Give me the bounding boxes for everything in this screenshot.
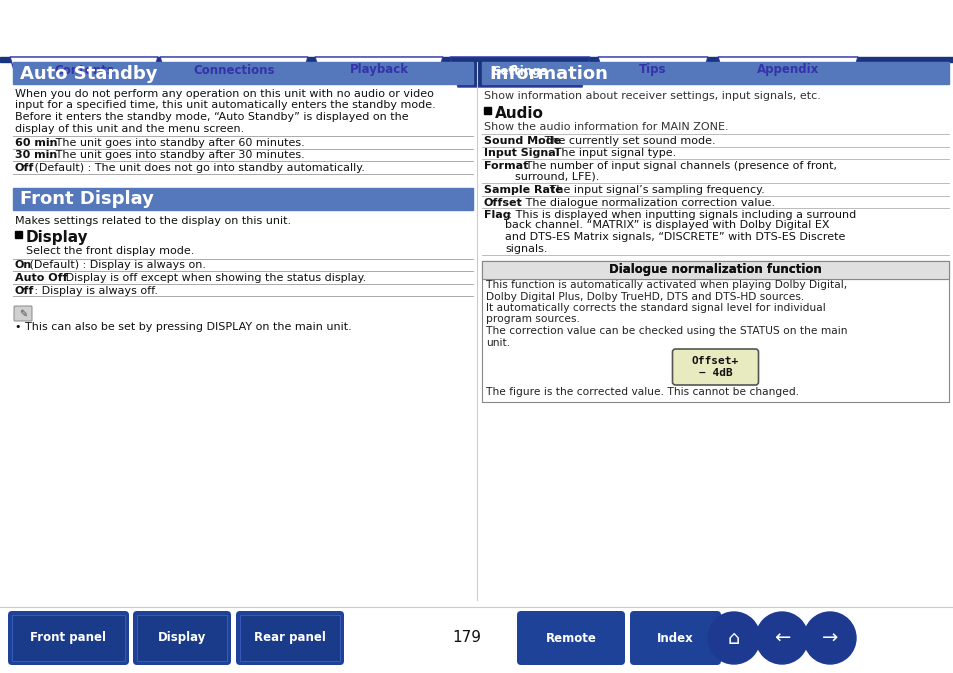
Bar bbox=[0, 62, 953, 607]
Polygon shape bbox=[450, 57, 589, 87]
Text: 179: 179 bbox=[452, 631, 481, 645]
Text: Offset: Offset bbox=[483, 197, 522, 207]
Polygon shape bbox=[10, 57, 158, 83]
Circle shape bbox=[803, 612, 855, 664]
FancyBboxPatch shape bbox=[14, 306, 32, 321]
Text: : The number of input signal channels (presence of front,: : The number of input signal channels (p… bbox=[515, 161, 836, 171]
Bar bbox=[15, 231, 22, 238]
Text: When you do not perform any operation on this unit with no audio or video: When you do not perform any operation on… bbox=[15, 89, 434, 99]
Text: 30 min: 30 min bbox=[15, 151, 57, 160]
Text: Before it enters the standby mode, “Auto Standby” is displayed on the: Before it enters the standby mode, “Auto… bbox=[15, 112, 408, 122]
Text: Contents: Contents bbox=[54, 63, 113, 77]
Circle shape bbox=[707, 612, 760, 664]
Polygon shape bbox=[160, 57, 308, 83]
FancyBboxPatch shape bbox=[629, 611, 720, 665]
Bar bbox=[13, 62, 473, 84]
FancyBboxPatch shape bbox=[8, 611, 129, 665]
Text: Format: Format bbox=[483, 161, 528, 171]
Bar bbox=[0, 607, 953, 673]
Text: Flag: Flag bbox=[483, 210, 510, 220]
Text: Connections: Connections bbox=[193, 63, 274, 77]
Text: Sample Rate: Sample Rate bbox=[483, 185, 562, 195]
Text: This function is automatically activated when playing Dolby Digital,: This function is automatically activated… bbox=[485, 280, 846, 290]
Text: Dolby Digital Plus, Dolby TrueHD, DTS and DTS-HD sources.: Dolby Digital Plus, Dolby TrueHD, DTS an… bbox=[485, 291, 803, 302]
Text: Index: Index bbox=[657, 631, 693, 645]
Text: Settings: Settings bbox=[492, 65, 547, 79]
Text: signals.: signals. bbox=[505, 244, 547, 254]
FancyBboxPatch shape bbox=[132, 611, 231, 665]
Bar bbox=[240, 615, 339, 661]
Text: Audio: Audio bbox=[495, 106, 543, 120]
Text: Show the audio information for MAIN ZONE.: Show the audio information for MAIN ZONE… bbox=[483, 122, 728, 133]
Text: ✎: ✎ bbox=[19, 308, 27, 318]
Bar bbox=[137, 615, 227, 661]
Text: The figure is the corrected value. This cannot be changed.: The figure is the corrected value. This … bbox=[485, 387, 799, 397]
Text: back channel. “MATRIX” is displayed with Dolby Digital EX: back channel. “MATRIX” is displayed with… bbox=[505, 221, 829, 230]
Polygon shape bbox=[598, 57, 707, 83]
Text: Information: Information bbox=[489, 65, 607, 83]
Text: : The input signal’s sampling frequency.: : The input signal’s sampling frequency. bbox=[538, 185, 764, 195]
Text: Appendix: Appendix bbox=[756, 63, 819, 77]
Text: Offset+
− 4dB: Offset+ − 4dB bbox=[691, 356, 739, 378]
Text: (Default) : Display is always on.: (Default) : Display is always on. bbox=[27, 260, 206, 271]
Bar bbox=[12, 615, 125, 661]
Text: Display: Display bbox=[26, 230, 89, 245]
Text: Off: Off bbox=[15, 163, 34, 173]
Text: Front Display: Front Display bbox=[20, 190, 153, 209]
Text: (Default) : The unit does not go into standby automatically.: (Default) : The unit does not go into st… bbox=[31, 163, 365, 173]
Text: and DTS-ES Matrix signals, “DISCRETE” with DTS-ES Discrete: and DTS-ES Matrix signals, “DISCRETE” wi… bbox=[505, 232, 845, 242]
Text: : The unit goes into standby after 60 minutes.: : The unit goes into standby after 60 mi… bbox=[46, 138, 305, 148]
Bar bbox=[481, 261, 948, 279]
Text: Dialogue normalization function: Dialogue normalization function bbox=[608, 264, 821, 277]
Circle shape bbox=[755, 612, 807, 664]
Text: Show information about receiver settings, input signals, etc.: Show information about receiver settings… bbox=[483, 91, 820, 101]
FancyBboxPatch shape bbox=[672, 349, 758, 385]
Text: display of this unit and the menu screen.: display of this unit and the menu screen… bbox=[15, 124, 244, 133]
Text: : The input signal type.: : The input signal type. bbox=[543, 149, 676, 159]
Text: Rear panel: Rear panel bbox=[253, 631, 326, 645]
Bar bbox=[13, 188, 473, 209]
Text: : Display is off except when showing the status display.: : Display is off except when showing the… bbox=[55, 273, 366, 283]
Text: →: → bbox=[821, 629, 838, 647]
Text: : The unit goes into standby after 30 minutes.: : The unit goes into standby after 30 mi… bbox=[46, 151, 305, 160]
Text: Input Signal: Input Signal bbox=[483, 149, 558, 159]
Text: It automatically corrects the standard signal level for individual: It automatically corrects the standard s… bbox=[485, 303, 825, 313]
Bar bbox=[0, 57, 953, 62]
Text: ⌂: ⌂ bbox=[727, 629, 740, 647]
Text: On: On bbox=[15, 260, 32, 271]
Bar bbox=[481, 261, 948, 279]
Text: : This is displayed when inputting signals including a surround: : This is displayed when inputting signa… bbox=[505, 210, 856, 220]
Text: Select the front display mode.: Select the front display mode. bbox=[26, 246, 194, 256]
Text: The correction value can be checked using the STATUS on the main: The correction value can be checked usin… bbox=[485, 326, 846, 336]
Bar bbox=[0, 0, 953, 62]
Text: Remote: Remote bbox=[545, 631, 596, 645]
Text: • This can also be set by pressing DISPLAY on the main unit.: • This can also be set by pressing DISPL… bbox=[15, 322, 352, 332]
Text: input for a specified time, this unit automatically enters the standby mode.: input for a specified time, this unit au… bbox=[15, 100, 436, 110]
FancyBboxPatch shape bbox=[517, 611, 624, 665]
Text: Dialogue normalization function: Dialogue normalization function bbox=[608, 264, 821, 277]
Text: : The dialogue normalization correction value.: : The dialogue normalization correction … bbox=[515, 197, 775, 207]
Text: Display: Display bbox=[157, 631, 206, 645]
Polygon shape bbox=[314, 57, 442, 83]
Text: Playback: Playback bbox=[349, 63, 408, 77]
Polygon shape bbox=[718, 57, 857, 83]
Text: Makes settings related to the display on this unit.: Makes settings related to the display on… bbox=[15, 215, 291, 225]
Text: Tips: Tips bbox=[639, 63, 666, 77]
Bar bbox=[483, 106, 491, 114]
Text: : The currently set sound mode.: : The currently set sound mode. bbox=[534, 136, 716, 146]
Text: unit.: unit. bbox=[485, 337, 510, 347]
Text: 60 min: 60 min bbox=[15, 138, 57, 148]
Text: program sources.: program sources. bbox=[485, 314, 579, 324]
Text: surround, LFE).: surround, LFE). bbox=[515, 172, 598, 182]
Text: Auto Off: Auto Off bbox=[15, 273, 68, 283]
FancyBboxPatch shape bbox=[235, 611, 344, 665]
Text: : Display is always off.: : Display is always off. bbox=[31, 285, 158, 295]
Bar bbox=[481, 62, 948, 84]
Text: ←: ← bbox=[773, 629, 789, 647]
Bar bbox=[481, 261, 948, 402]
Text: Front panel: Front panel bbox=[30, 631, 107, 645]
Text: Auto Standby: Auto Standby bbox=[20, 65, 157, 83]
Text: Off: Off bbox=[15, 285, 34, 295]
Text: Sound Mode: Sound Mode bbox=[483, 136, 560, 146]
